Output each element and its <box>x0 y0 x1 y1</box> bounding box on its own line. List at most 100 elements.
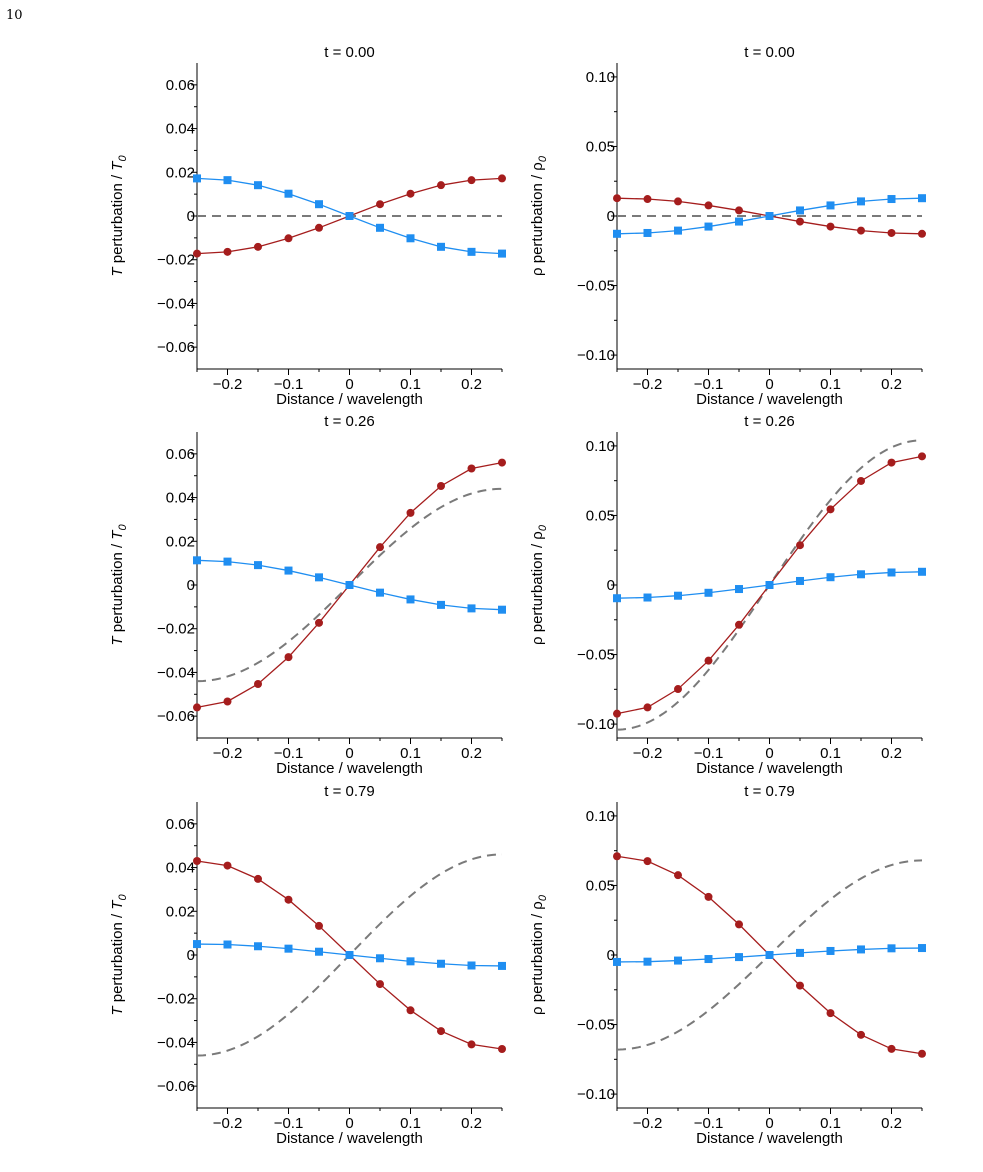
y-tick-label: 0.10 <box>586 69 615 86</box>
y-axis-label: T perturbation / T0 <box>109 524 129 646</box>
y-tick-label: −0.04 <box>157 664 195 681</box>
x-tick-label: 0 <box>765 745 773 762</box>
chart-title: t = 0.79 <box>324 783 374 800</box>
data-point-circle <box>315 223 323 232</box>
data-point-square <box>796 948 804 957</box>
data-point-circle <box>437 481 445 490</box>
data-point-circle <box>704 656 713 665</box>
data-point-square <box>796 576 804 585</box>
data-point-circle <box>467 1040 476 1049</box>
data-point-circle <box>498 458 506 467</box>
data-point-square <box>437 959 445 968</box>
data-point-circle <box>796 541 804 550</box>
y-tick-label: 0.04 <box>166 490 195 507</box>
y-tick-label: 0.04 <box>166 121 195 138</box>
data-point-circle <box>315 921 323 930</box>
data-point-square <box>376 954 384 963</box>
x-tick-label: 0.1 <box>820 376 841 393</box>
data-point-circle <box>796 217 804 226</box>
data-point-square <box>735 585 743 594</box>
y-tick-label: −0.05 <box>577 278 615 295</box>
y-tick-label: −0.04 <box>157 295 195 312</box>
x-tick-label: −0.1 <box>274 745 304 762</box>
y-tick-label: −0.02 <box>157 621 195 638</box>
x-tick-label: −0.2 <box>213 1115 243 1132</box>
data-point-circle <box>887 1044 896 1053</box>
data-point-circle <box>406 1006 415 1015</box>
data-point-square <box>765 581 774 589</box>
chart-title: t = 0.00 <box>744 44 794 61</box>
data-point-circle <box>223 247 232 256</box>
data-point-circle <box>796 981 804 990</box>
data-point-square <box>643 957 652 966</box>
data-point-circle <box>643 703 652 712</box>
data-point-circle <box>918 1049 926 1058</box>
data-point-circle <box>376 980 384 989</box>
x-axis-label: Distance / wavelength <box>696 760 843 777</box>
data-point-circle <box>467 176 476 185</box>
chart-panel-T-t0: t = 0.00 −0.2 −0.1 0 0.1 0.2 −0.06 −0.04 −0.02 0 0… <box>109 44 506 408</box>
data-point-square <box>376 223 384 232</box>
data-point-square <box>704 955 713 964</box>
x-tick-label: −0.1 <box>694 376 724 393</box>
y-tick-label: −0.10 <box>577 1086 615 1103</box>
x-tick-label: 0.2 <box>461 376 482 393</box>
x-axis-label: Distance / wavelength <box>276 391 423 408</box>
x-tick-label: 0.1 <box>820 1115 841 1132</box>
chart-panel-rho-t026: t = 0.26−0.2 −0.1 0 0.1 0.2−0.10−0.0500.050.… <box>529 413 926 777</box>
y-tick-label: 0.02 <box>166 164 195 181</box>
data-point-square <box>345 212 354 220</box>
data-point-circle <box>254 242 262 251</box>
data-point-circle <box>376 543 384 552</box>
data-point-circle <box>498 1044 506 1053</box>
data-point-square <box>887 195 896 204</box>
y-tick-label: −0.04 <box>157 1034 195 1051</box>
data-point-circle <box>887 228 896 237</box>
data-point-circle <box>284 234 293 243</box>
data-point-circle <box>674 871 682 880</box>
y-tick-label: 0 <box>607 577 615 594</box>
data-point-square <box>887 944 896 953</box>
data-point-square <box>857 570 865 579</box>
data-point-square <box>406 957 415 966</box>
data-point-square <box>704 222 713 231</box>
x-tick-label: −0.1 <box>274 1115 304 1132</box>
data-point-circle <box>498 174 506 183</box>
data-point-circle <box>674 197 682 206</box>
data-point-square <box>498 249 506 258</box>
chart-panel-T-t026: t = 0.26 −0.2 −0.1 0 0.1 0.2 −0.06 −0.04 −0.02 0 0… <box>109 413 506 777</box>
data-point-square <box>613 957 621 966</box>
y-tick-label: 0.05 <box>586 877 615 894</box>
chart-panel-T-t079: t = 0.79 −0.2 −0.1 0 0.1 0.2 −0.06 −0.04 −0.02 0 0… <box>109 783 506 1147</box>
data-point-square <box>704 588 713 597</box>
x-tick-label: 0.1 <box>820 745 841 762</box>
data-point-circle <box>918 229 926 238</box>
data-point-square <box>613 229 621 238</box>
data-point-circle <box>193 857 201 866</box>
data-point-square <box>613 594 621 603</box>
x-tick-label: 0.1 <box>400 1115 421 1132</box>
data-point-circle <box>613 709 621 718</box>
data-point-square <box>918 194 926 203</box>
data-point-circle <box>193 249 201 258</box>
data-point-square <box>857 945 865 954</box>
y-tick-label: 0.04 <box>166 860 195 877</box>
y-axis-label: ρ perturbation / ρ0 <box>529 524 549 645</box>
data-point-circle <box>735 620 743 629</box>
data-point-square <box>345 581 354 589</box>
data-point-square <box>254 942 262 951</box>
data-point-circle <box>437 181 445 190</box>
data-point-square <box>674 226 682 235</box>
data-point-square <box>437 242 445 251</box>
data-point-square <box>918 567 926 576</box>
data-point-square <box>826 946 835 955</box>
x-tick-label: 0 <box>345 745 353 762</box>
data-point-square <box>315 947 323 956</box>
y-tick-label: −0.10 <box>577 347 615 364</box>
y-tick-label: 0 <box>187 577 195 594</box>
data-point-square <box>437 600 445 609</box>
data-point-circle <box>284 895 293 904</box>
data-point-circle <box>826 222 835 231</box>
y-axis-label: ρ perturbation / ρ0 <box>529 894 549 1015</box>
